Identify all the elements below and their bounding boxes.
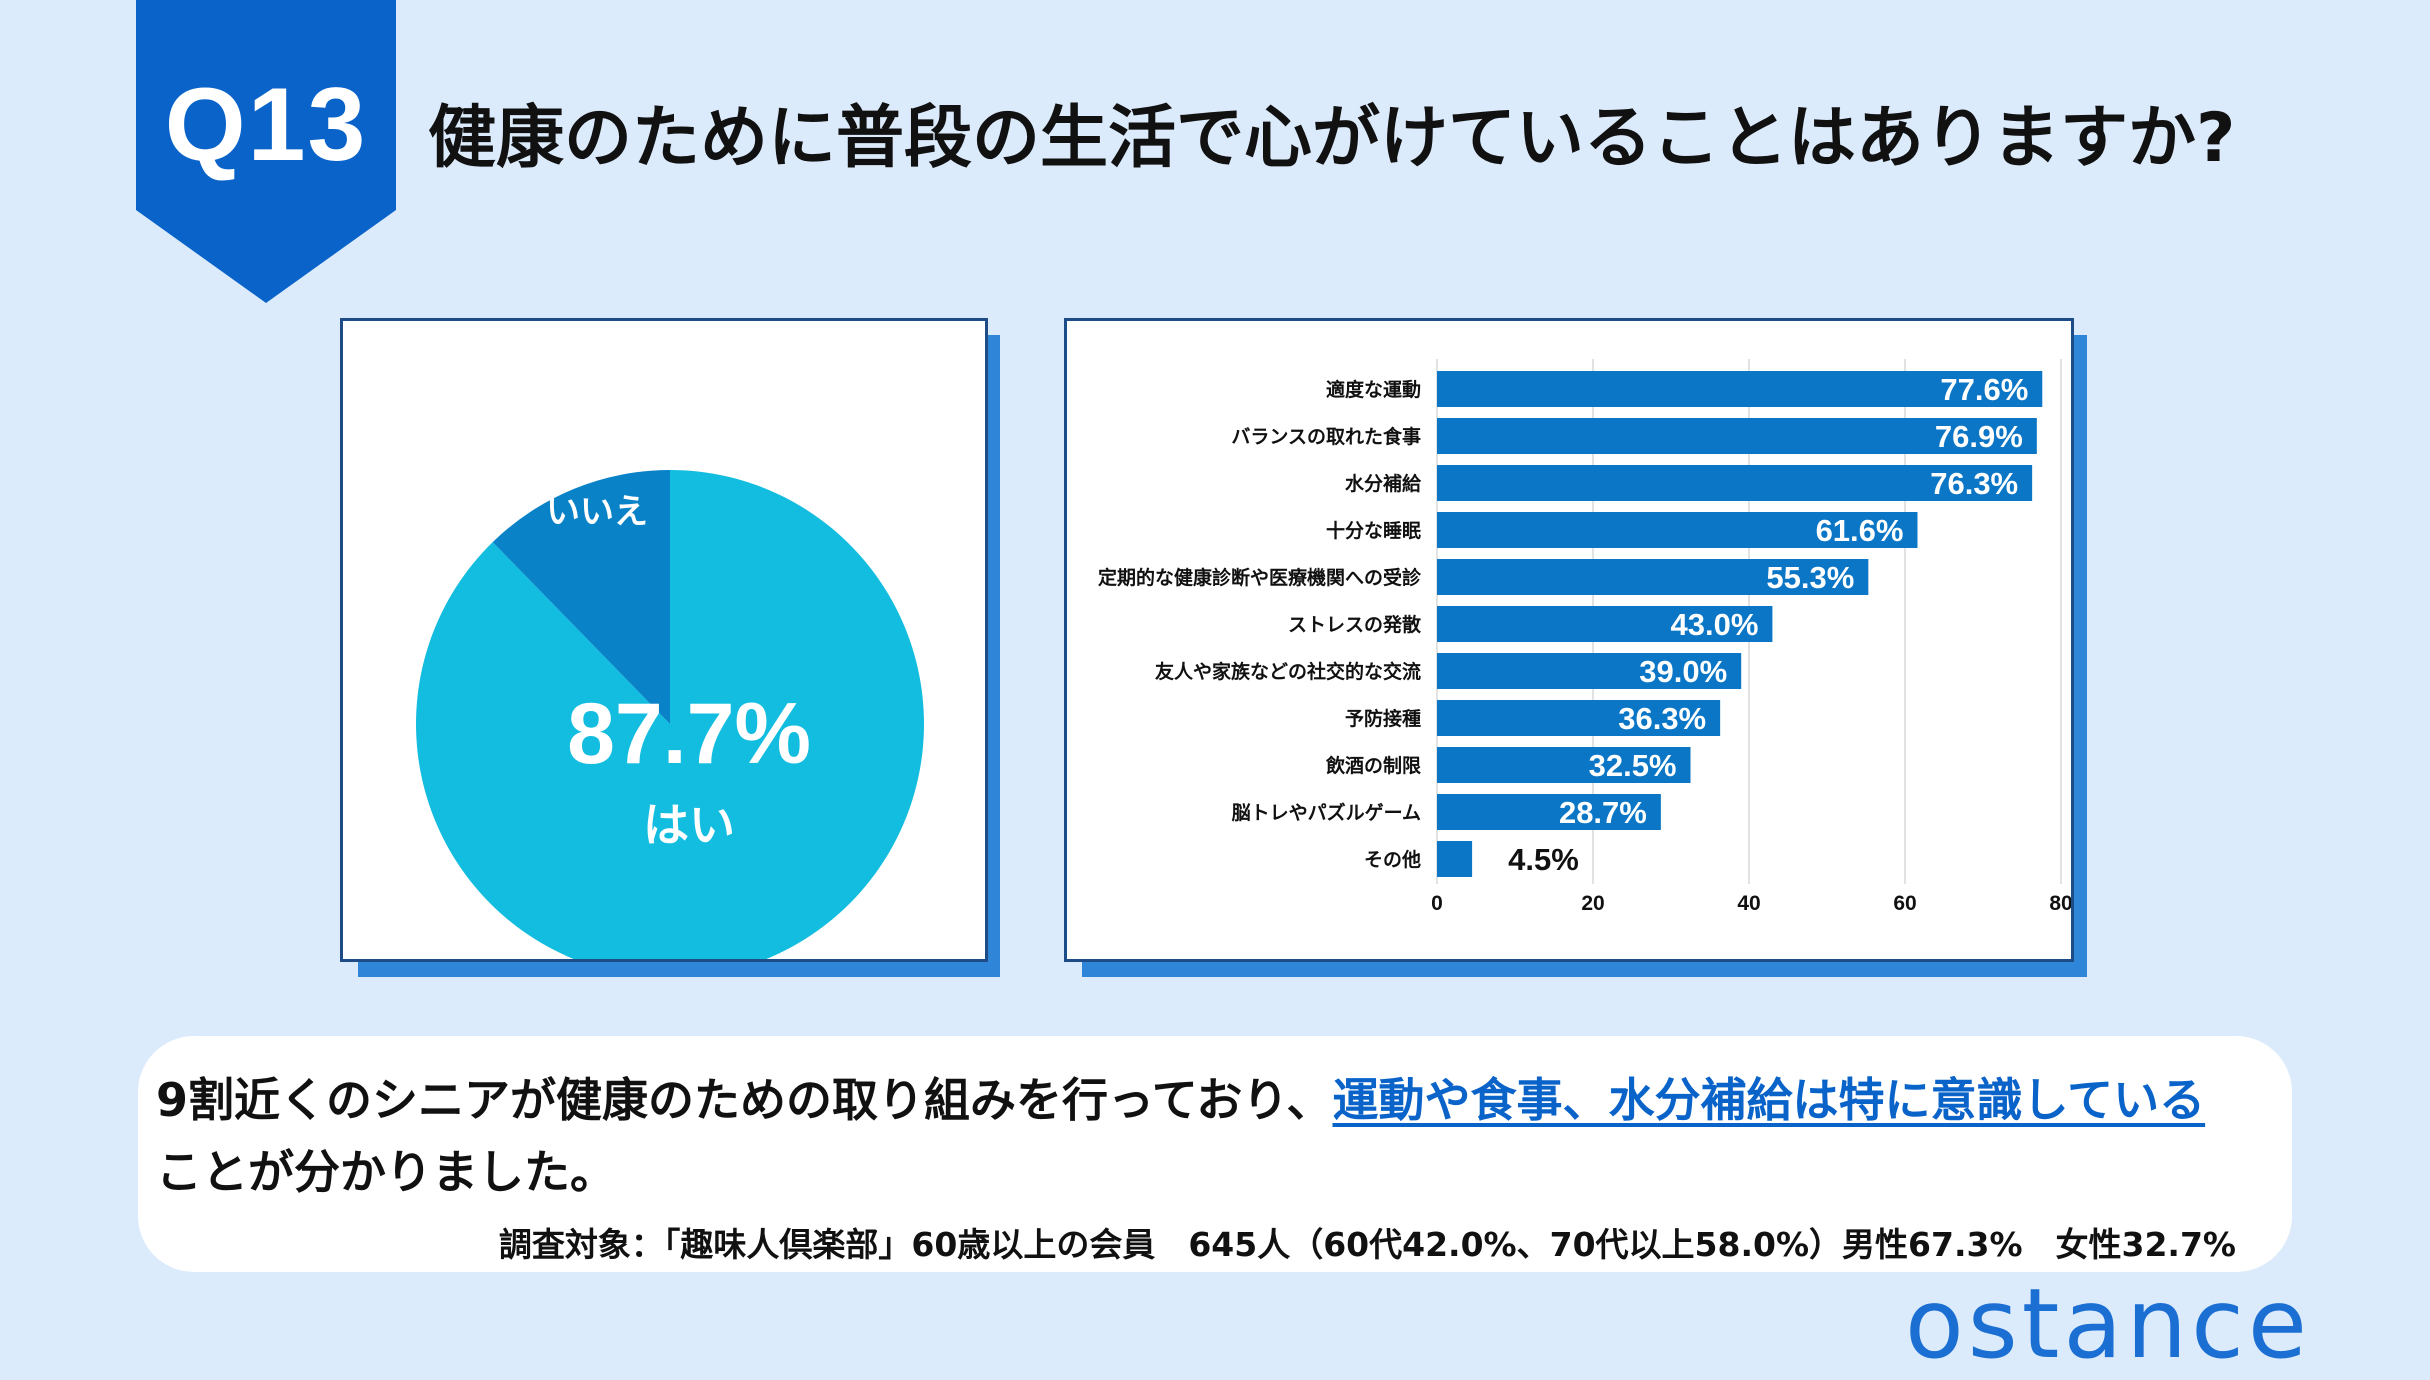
- bar-value-label: 61.6%: [1816, 513, 1904, 548]
- category-label: 飲酒の制限: [1325, 754, 1421, 777]
- pie-chart-card: 87.7% はい 12.3% いいえ: [340, 318, 988, 962]
- bar: [1437, 653, 1742, 689]
- x-tick-label: 60: [1893, 892, 1916, 915]
- page-title: 健康のために普段の生活で心がけていることはありますか?: [428, 99, 2236, 178]
- bar-value-label: 76.9%: [1935, 419, 2023, 454]
- summary-box: 9割近くのシニアが健康のための取り組みを行っており、運動や食事、水分補給は特に意…: [138, 1036, 2292, 1272]
- bar-chart: 0 20 40 60 80 適度な運動 77.6% バランスの取れた食事 76.9% 水分補給 76…: [1098, 359, 2071, 915]
- bar: [1437, 371, 2043, 407]
- summary-tail: ことが分かりました。: [156, 1145, 616, 1199]
- x-tick-label: 80: [2049, 892, 2071, 915]
- category-label: 十分な睡眠: [1326, 519, 1421, 542]
- pie-value-label-yes: 87.7%: [567, 686, 811, 782]
- summary-highlight: 運動や食事、水分補給は特に意識している: [1332, 1073, 2206, 1127]
- bar: [1437, 418, 2037, 454]
- bar-value-label: 4.5%: [1508, 842, 1579, 877]
- bar: [1437, 512, 1918, 548]
- bar-value-label: 76.3%: [1930, 466, 2018, 501]
- category-label: 適度な運動: [1326, 378, 1421, 401]
- bar: [1437, 700, 1721, 736]
- pie-category-label-no: いいえ: [546, 492, 648, 532]
- bar-value-label: 77.6%: [1940, 372, 2028, 407]
- bar: [1437, 794, 1661, 830]
- bar-value-label: 55.3%: [1766, 560, 1854, 595]
- pie-category-label-yes: はい: [643, 798, 735, 852]
- bar-value-label: 43.0%: [1670, 607, 1758, 642]
- category-label: 定期的な健康診断や医療機関への受診: [1098, 566, 1422, 589]
- bar: [1437, 841, 1473, 877]
- category-label: ストレスの発散: [1288, 613, 1421, 636]
- question-number: Q13: [164, 67, 368, 183]
- bar-value-label: 28.7%: [1559, 795, 1647, 830]
- bar: [1437, 747, 1691, 783]
- bar-value-label: 39.0%: [1639, 654, 1727, 689]
- pie-slice-no: [492, 470, 670, 724]
- category-label: 友人や家族などの社交的な交流: [1155, 660, 1421, 683]
- bar-chart-card: 0 20 40 60 80 適度な運動 77.6% バランスの取れた食事 76.9% 水分補給 76…: [1064, 318, 2074, 962]
- pie-slice-yes: [416, 470, 924, 959]
- summary-lead: 9割近くのシニアが健康のための取り組みを行っており、: [156, 1073, 1333, 1127]
- pie-chart: 87.7% はい 12.3% いいえ: [416, 422, 924, 959]
- category-label: 脳トレやパズルゲーム: [1231, 801, 1421, 824]
- x-tick-label: 0: [1431, 892, 1443, 915]
- x-tick-label: 20: [1581, 892, 1604, 915]
- bar-value-label: 32.5%: [1589, 748, 1677, 783]
- category-label: バランスの取れた食事: [1231, 425, 1421, 448]
- bar: [1437, 559, 1869, 595]
- category-label: 水分補給: [1345, 472, 1422, 495]
- bar: [1437, 465, 2033, 501]
- ostance-logo: ostance: [1905, 1268, 2311, 1380]
- summary-text: 9割近くのシニアが健康のための取り組みを行っており、運動や食事、水分補給は特に意…: [156, 1064, 2276, 1208]
- category-label: 予防接種: [1345, 707, 1421, 730]
- bar-value-label: 36.3%: [1618, 701, 1706, 736]
- pie-value-label-no: 12.3%: [526, 422, 668, 478]
- question-number-badge: Q13: [136, 0, 396, 303]
- x-tick-label: 40: [1737, 892, 1760, 915]
- survey-note: 調査対象：「趣味人倶楽部」60歳以上の会員 645人（60代42.0%、70代以…: [498, 1225, 2236, 1264]
- bar: [1437, 606, 1773, 642]
- category-label: その他: [1364, 848, 1421, 871]
